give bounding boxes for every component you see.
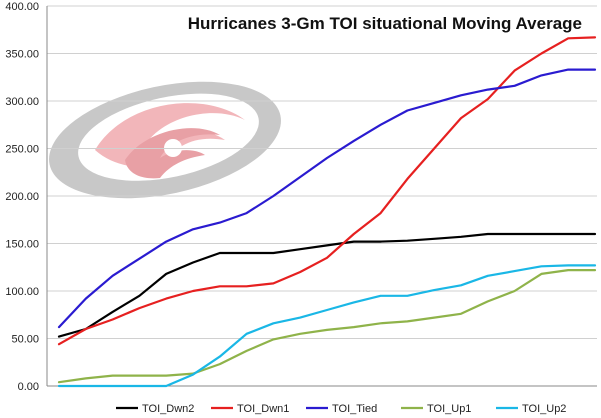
legend-label: TOI_Up1 — [427, 403, 471, 415]
series-line-toi-tied — [57, 68, 597, 329]
y-tick-label: 50.00 — [11, 334, 39, 346]
legend-item: TOI_Up1 — [401, 403, 471, 415]
legend-label: TOI_Tied — [332, 403, 377, 415]
y-tick-label: 200.00 — [5, 191, 39, 203]
chart-title: Hurricanes 3-Gm TOI situational Moving A… — [188, 14, 582, 33]
legend: TOI_Dwn2 TOI_Dwn1 TOI_Tied TOI_Up1 TOI_Up2 — [116, 403, 566, 415]
hurricanes-logo — [49, 81, 281, 199]
series-line-toi-up1 — [57, 269, 597, 384]
y-tick-label: 250.00 — [5, 144, 39, 156]
legend-label: TOI_Dwn1 — [237, 403, 289, 415]
legend-item: TOI_Dwn2 — [116, 403, 194, 415]
legend-item: TOI_Dwn1 — [211, 403, 289, 415]
y-tick-label: 400.00 — [5, 1, 39, 13]
legend-label: TOI_Dwn2 — [142, 403, 194, 415]
y-tick-label: 0.00 — [18, 381, 39, 393]
y-tick-label: 300.00 — [5, 96, 39, 108]
series-line-toi-up2 — [57, 264, 597, 388]
legend-item: TOI_Tied — [306, 403, 377, 415]
series-line-toi-dwn1 — [57, 36, 597, 346]
y-tick-label: 100.00 — [5, 286, 39, 298]
legend-label: TOI_Up2 — [522, 403, 566, 415]
series-layer — [57, 36, 597, 388]
series-line-toi-dwn2 — [57, 232, 597, 338]
y-tick-label: 150.00 — [5, 239, 39, 251]
legend-item: TOI_Up2 — [496, 403, 566, 415]
grid-layer — [47, 5, 597, 387]
y-tick-label: 350.00 — [5, 49, 39, 61]
